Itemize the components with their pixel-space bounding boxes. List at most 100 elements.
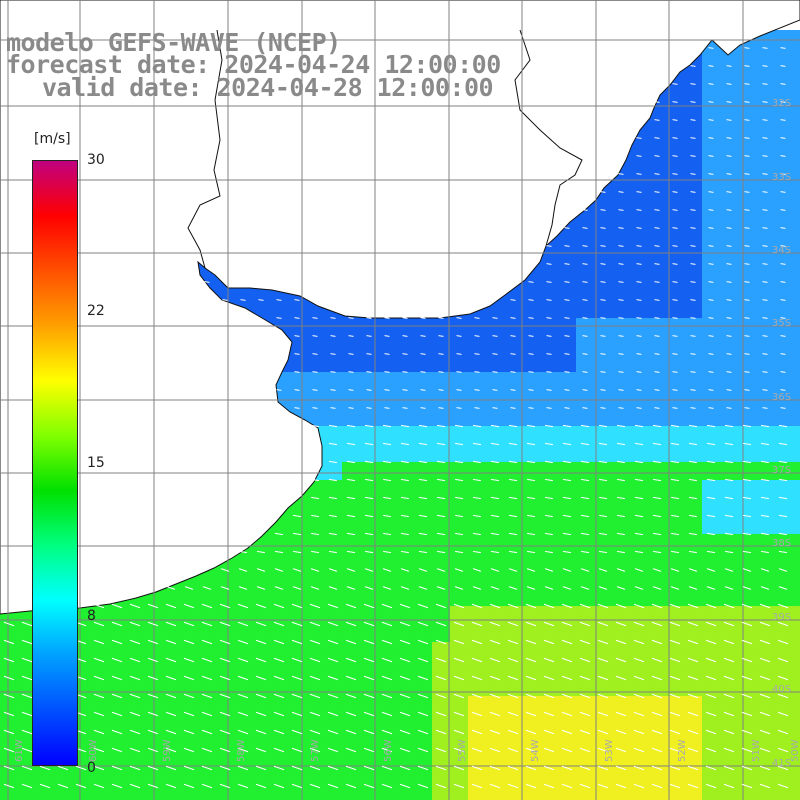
wind-speed-cell: [738, 426, 757, 445]
wind-arrow: [744, 317, 750, 319]
wind-arrow: [346, 568, 356, 572]
wind-speed-cell: [144, 624, 163, 643]
wind-arrow: [561, 711, 573, 717]
wind-arrow: [399, 603, 411, 609]
wind-speed-cell: [288, 390, 307, 409]
wind-speed-cell: [288, 678, 307, 697]
wind-speed-cell: [774, 246, 793, 265]
wind-arrow: [526, 550, 536, 554]
wind-arrow: [456, 317, 462, 319]
wind-speed-cell: [126, 642, 145, 661]
wind-arrow: [490, 478, 500, 482]
wind-arrow: [417, 675, 429, 681]
wind-speed-cell: [504, 408, 523, 427]
wind-speed-cell: [144, 750, 163, 769]
wind-arrow: [273, 639, 285, 645]
wind-speed-cell: [126, 660, 145, 679]
wind-speed-cell: [324, 498, 343, 517]
wind-arrow: [672, 245, 678, 247]
wind-speed-cell: [684, 768, 703, 787]
wind-speed-cell: [450, 498, 469, 517]
wind-arrow: [312, 389, 318, 391]
wind-speed-cell: [648, 462, 667, 481]
wind-arrow: [382, 496, 392, 500]
country-border: [187, 29, 223, 269]
wind-speed-cell: [738, 120, 757, 139]
wind-arrow: [723, 729, 735, 735]
colorbar: [32, 160, 78, 766]
wind-speed-cell: [324, 462, 343, 481]
wind-arrow: [471, 765, 483, 771]
wind-arrow: [366, 407, 372, 409]
wind-arrow: [256, 550, 266, 554]
wind-arrow: [471, 711, 483, 717]
wind-speed-cell: [234, 606, 253, 625]
wind-arrow: [777, 747, 789, 753]
wind-arrow: [310, 478, 320, 482]
wind-arrow: [651, 747, 663, 753]
wind-arrow: [669, 621, 681, 627]
wind-arrow: [147, 657, 159, 663]
wind-arrow: [762, 281, 768, 283]
wind-arrow: [273, 747, 285, 753]
wind-speed-cell: [666, 696, 685, 715]
wind-speed-cell: [180, 750, 199, 769]
wind-arrow: [672, 119, 678, 121]
wind-speed-cell: [180, 768, 199, 787]
wind-arrow: [384, 317, 390, 319]
wind-arrow: [273, 729, 285, 735]
wind-speed-cell: [396, 714, 415, 733]
wind-arrow: [777, 657, 789, 663]
wind-speed-cell: [684, 390, 703, 409]
wind-speed-cell: [666, 534, 685, 553]
wind-arrow: [690, 137, 696, 139]
wind-arrow: [399, 657, 411, 663]
wind-speed-cell: [486, 714, 505, 733]
wind-speed-cell: [252, 570, 271, 589]
wind-speed-cell: [792, 138, 800, 157]
wind-arrow: [690, 173, 696, 175]
wind-speed-cell: [450, 678, 469, 697]
wind-arrow: [75, 783, 87, 789]
wind-speed-cell: [324, 318, 343, 337]
wind-speed-cell: [702, 210, 721, 229]
wind-speed-cell: [378, 426, 397, 445]
wind-arrow: [418, 496, 428, 500]
wind-speed-cell: [288, 534, 307, 553]
wind-arrow: [690, 263, 696, 265]
wind-speed-cell: [486, 696, 505, 715]
wind-arrow: [147, 621, 159, 627]
wind-speed-cell: [468, 408, 487, 427]
wind-speed-cell: [378, 444, 397, 463]
wind-speed-cell: [90, 696, 109, 715]
wind-speed-cell: [414, 444, 433, 463]
wind-speed-cell: [630, 570, 649, 589]
wind-arrow: [597, 747, 609, 753]
wind-speed-cell: [324, 552, 343, 571]
wind-speed-cell: [450, 408, 469, 427]
wind-arrow: [204, 281, 210, 283]
wind-speed-cell: [612, 588, 631, 607]
wind-arrow: [39, 765, 51, 771]
wind-arrow: [597, 783, 609, 789]
wind-arrow: [310, 532, 320, 536]
wind-arrow: [762, 299, 768, 301]
wind-speed-cell: [396, 696, 415, 715]
wind-speed-cell: [774, 192, 793, 211]
wind-arrow: [651, 711, 663, 717]
wind-arrow: [21, 729, 33, 735]
wind-arrow: [348, 353, 354, 355]
wind-speed-cell: [540, 624, 559, 643]
wind-speed-cell: [108, 768, 127, 787]
wind-arrow: [453, 765, 465, 771]
wind-arrow: [327, 675, 339, 681]
wind-arrow: [708, 209, 714, 211]
wind-arrow: [690, 83, 696, 85]
wind-arrow: [472, 496, 482, 500]
wind-arrow: [726, 101, 732, 103]
wind-arrow: [456, 371, 462, 373]
wind-arrow: [580, 514, 590, 518]
wind-speed-cell: [738, 138, 757, 157]
wind-speed-cell: [702, 48, 721, 67]
wind-arrow: [471, 603, 483, 609]
